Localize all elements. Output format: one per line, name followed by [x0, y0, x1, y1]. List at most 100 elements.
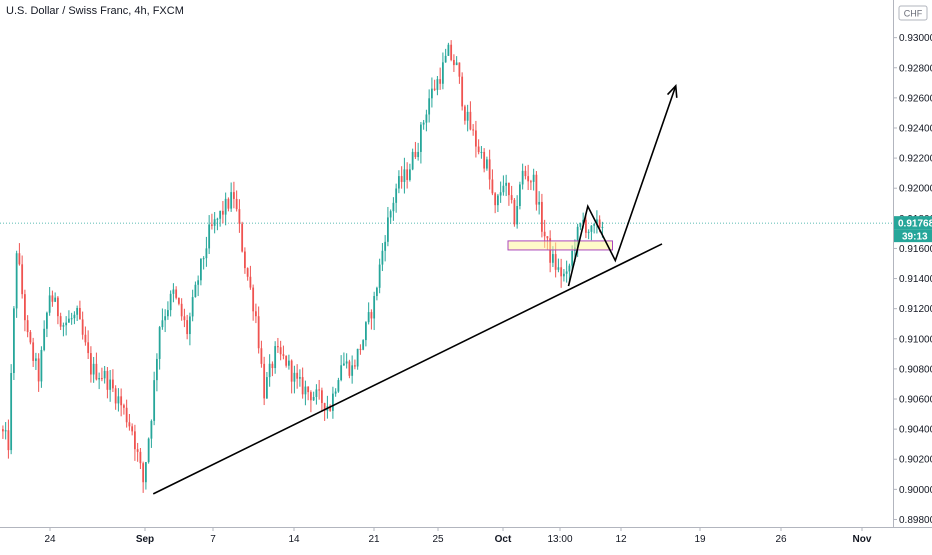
candle-body	[219, 210, 222, 219]
candle	[4, 422, 7, 440]
candle-body	[587, 231, 590, 233]
candle-body	[59, 316, 62, 327]
candle	[153, 371, 156, 426]
candle	[461, 72, 464, 111]
projection-arrowhead	[666, 83, 678, 98]
projection-path	[567, 85, 677, 287]
x-tick-label: Nov	[853, 534, 872, 545]
candle-body	[114, 388, 117, 404]
candle	[274, 341, 277, 374]
candle	[508, 182, 510, 206]
x-tick-label: 7	[210, 534, 216, 545]
candle	[125, 399, 128, 428]
candle	[538, 191, 541, 215]
candle-body	[76, 307, 79, 315]
candle-body	[532, 174, 535, 182]
candle	[238, 199, 241, 233]
candle-body	[84, 334, 87, 343]
candle	[381, 243, 384, 272]
countdown-badge	[894, 229, 932, 243]
candle-body	[98, 378, 101, 380]
candle	[285, 355, 288, 368]
candle	[340, 355, 343, 382]
candle	[40, 346, 43, 388]
candle	[458, 62, 461, 84]
candle	[329, 404, 332, 412]
candle-body	[472, 129, 475, 131]
candle-body	[576, 226, 579, 248]
candle-body	[260, 348, 263, 364]
candle-body	[469, 111, 472, 130]
candle-body	[362, 340, 365, 350]
candle-body	[125, 407, 128, 423]
candle-body	[593, 224, 596, 226]
candle-body	[455, 62, 458, 66]
candle-body	[37, 358, 40, 382]
candle-body	[145, 462, 147, 483]
candle	[10, 364, 13, 455]
candle	[68, 310, 70, 323]
candle-body	[299, 377, 301, 379]
candle-body	[304, 386, 307, 395]
candle	[244, 247, 246, 274]
candle-body	[277, 346, 279, 348]
y-tick-label: 0.92400	[899, 123, 932, 134]
candle-body	[337, 380, 340, 392]
candle	[439, 67, 442, 90]
candle-body	[466, 111, 469, 121]
candle-body	[65, 322, 68, 326]
candle	[323, 402, 326, 421]
candle-body	[535, 174, 538, 205]
candle	[76, 305, 79, 322]
candle-body	[508, 182, 510, 196]
candle-body	[183, 316, 186, 321]
candle	[54, 292, 57, 303]
x-tick-label: 21	[368, 534, 380, 545]
candle	[513, 198, 516, 227]
candle	[35, 352, 37, 370]
candle	[227, 197, 230, 212]
candle	[304, 380, 307, 406]
candle	[444, 48, 447, 63]
candle	[235, 190, 238, 212]
candle	[169, 290, 172, 317]
candle	[156, 353, 158, 392]
candle	[345, 353, 348, 369]
x-tick-label: 12	[615, 534, 627, 545]
candle-body	[450, 44, 453, 60]
currency-tag	[898, 5, 928, 21]
candle-body	[271, 363, 274, 369]
candle-body	[414, 151, 417, 158]
candle-body	[266, 377, 268, 399]
candle-body	[563, 273, 565, 277]
candle	[403, 157, 406, 194]
y-tick-label: 0.90200	[899, 455, 932, 466]
candle-body	[40, 349, 43, 382]
candle	[131, 423, 134, 436]
candle-body	[541, 201, 543, 232]
candle	[90, 346, 92, 383]
candle-body	[483, 151, 486, 169]
candle	[400, 166, 403, 189]
candle	[266, 371, 268, 399]
candle	[293, 365, 296, 394]
candlestick-series	[2, 40, 604, 493]
candle-body	[26, 320, 29, 333]
candle-body	[521, 170, 524, 185]
candle-body	[428, 98, 431, 115]
candle-body	[431, 88, 433, 99]
candle	[387, 206, 389, 247]
candle	[246, 267, 249, 281]
candle-body	[376, 287, 378, 297]
candle-body	[442, 62, 444, 84]
candle	[425, 109, 428, 132]
candle-body	[392, 202, 395, 212]
current-price-label: 0.91768	[898, 219, 932, 230]
candle-body	[538, 201, 541, 205]
candle-body	[458, 62, 461, 77]
candle-body	[384, 241, 387, 251]
candle-body	[387, 217, 389, 242]
candle-body	[340, 365, 343, 381]
